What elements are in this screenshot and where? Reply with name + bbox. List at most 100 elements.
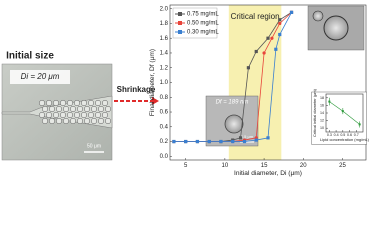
x-axis-label: Lipid concentration (mg/mL) <box>320 137 370 142</box>
droplet <box>59 99 67 107</box>
y-tick-label: 1.2 <box>160 65 169 71</box>
marker <box>270 36 274 40</box>
y-tick-label: 1.4 <box>160 51 169 57</box>
x-tick-label: 15 <box>261 163 268 169</box>
droplet <box>38 111 46 119</box>
marker <box>246 66 250 70</box>
droplet <box>104 105 112 113</box>
x-tick-label: 0.7 <box>354 133 359 137</box>
inset-background <box>311 91 367 145</box>
marker <box>289 10 294 14</box>
arrow-head <box>152 97 159 105</box>
marker <box>278 18 282 22</box>
marker <box>328 100 331 103</box>
y-tick-label: 0.0 <box>160 154 169 160</box>
droplet <box>94 111 102 119</box>
droplet <box>73 99 81 107</box>
marker <box>231 139 235 144</box>
legend-label: 0.30 mg/mL <box>187 30 219 36</box>
marker <box>266 36 270 40</box>
legend-marker <box>178 30 182 34</box>
droplet <box>45 99 53 107</box>
droplet <box>45 111 53 119</box>
x-tick-label: 0.4 <box>334 133 339 137</box>
marker <box>242 139 247 144</box>
droplet <box>55 105 63 113</box>
marker <box>274 47 278 51</box>
droplet <box>59 111 67 119</box>
marker <box>278 21 282 26</box>
marker <box>254 138 258 142</box>
droplet <box>90 117 98 125</box>
droplet <box>62 105 70 113</box>
droplet <box>90 105 98 113</box>
droplet <box>55 117 63 125</box>
y-axis-label: Final diameter, Df (μm) <box>149 49 156 116</box>
droplet <box>76 105 84 113</box>
droplet <box>83 117 91 125</box>
legend-marker <box>178 12 182 16</box>
droplet <box>66 99 74 107</box>
y-tick-label: 16 <box>320 103 324 107</box>
droplet <box>101 99 109 107</box>
x-tick-label: 0.3 <box>327 133 332 137</box>
marker <box>207 139 211 144</box>
highlight-label: Critical region <box>231 12 280 21</box>
legend-label: 0.50 mg/mL <box>187 21 219 27</box>
legend-label: 0.75 mg/mL <box>187 12 219 18</box>
tem-label: Df = 189 nm <box>216 100 249 106</box>
y-tick-label: 14 <box>320 111 324 115</box>
scale-label: 50 μm <box>87 143 101 149</box>
y-tick-label: 0.6 <box>160 110 169 116</box>
x-tick-label: 5 <box>184 163 188 169</box>
x-tick-label: 25 <box>339 163 346 169</box>
x-tick-label: 0.6 <box>347 133 352 137</box>
marker <box>184 139 188 144</box>
marker <box>341 110 344 113</box>
initial-size-label: Initial size <box>6 51 54 62</box>
marker <box>358 123 361 126</box>
marker <box>262 51 266 55</box>
droplet <box>62 117 70 125</box>
droplet <box>48 117 56 125</box>
marker <box>172 139 176 144</box>
vesicle <box>323 15 349 41</box>
x-tick-label: 0.5 <box>340 133 345 137</box>
marker <box>254 49 258 54</box>
y-tick-label: 0.2 <box>160 139 169 145</box>
x-tick-label: 20 <box>300 163 307 169</box>
y-tick-label: 2.0 <box>160 6 169 12</box>
droplet <box>97 105 105 113</box>
droplets <box>1 95 113 129</box>
x-tick-label: 10 <box>222 163 229 169</box>
x-axis-label: Initial diameter, Di (μm) <box>234 170 302 177</box>
y-tick-label: 1.8 <box>160 21 169 27</box>
droplet <box>87 99 95 107</box>
droplet <box>104 117 112 125</box>
droplet <box>69 105 77 113</box>
y-tick-label: 10 <box>320 126 324 130</box>
marker <box>278 32 282 37</box>
marker <box>238 136 243 140</box>
shrinkage-label: Shrinkage <box>117 85 156 94</box>
droplet <box>76 117 84 125</box>
y-tick-label: 12 <box>320 119 324 123</box>
droplet <box>80 99 88 107</box>
label-box <box>10 70 70 84</box>
droplet <box>101 111 109 119</box>
droplet <box>41 117 49 125</box>
droplet <box>97 117 105 125</box>
droplet <box>69 117 77 125</box>
y-tick-label: 1.0 <box>160 80 169 86</box>
y-tick-label: 0.8 <box>160 95 169 101</box>
marker <box>219 139 223 144</box>
marker <box>266 136 270 140</box>
marker <box>195 139 200 144</box>
figure: Initial size Di = 20 μm 50 μm Shrinkage … <box>1 4 370 177</box>
droplet <box>48 105 56 113</box>
droplet <box>94 99 102 107</box>
series-line <box>173 12 292 142</box>
main-chart: Critical region Df = 189 nm 0.5 μm 5 10 15 20 2… <box>149 4 370 177</box>
vesicle <box>312 10 324 22</box>
droplet <box>52 99 60 107</box>
